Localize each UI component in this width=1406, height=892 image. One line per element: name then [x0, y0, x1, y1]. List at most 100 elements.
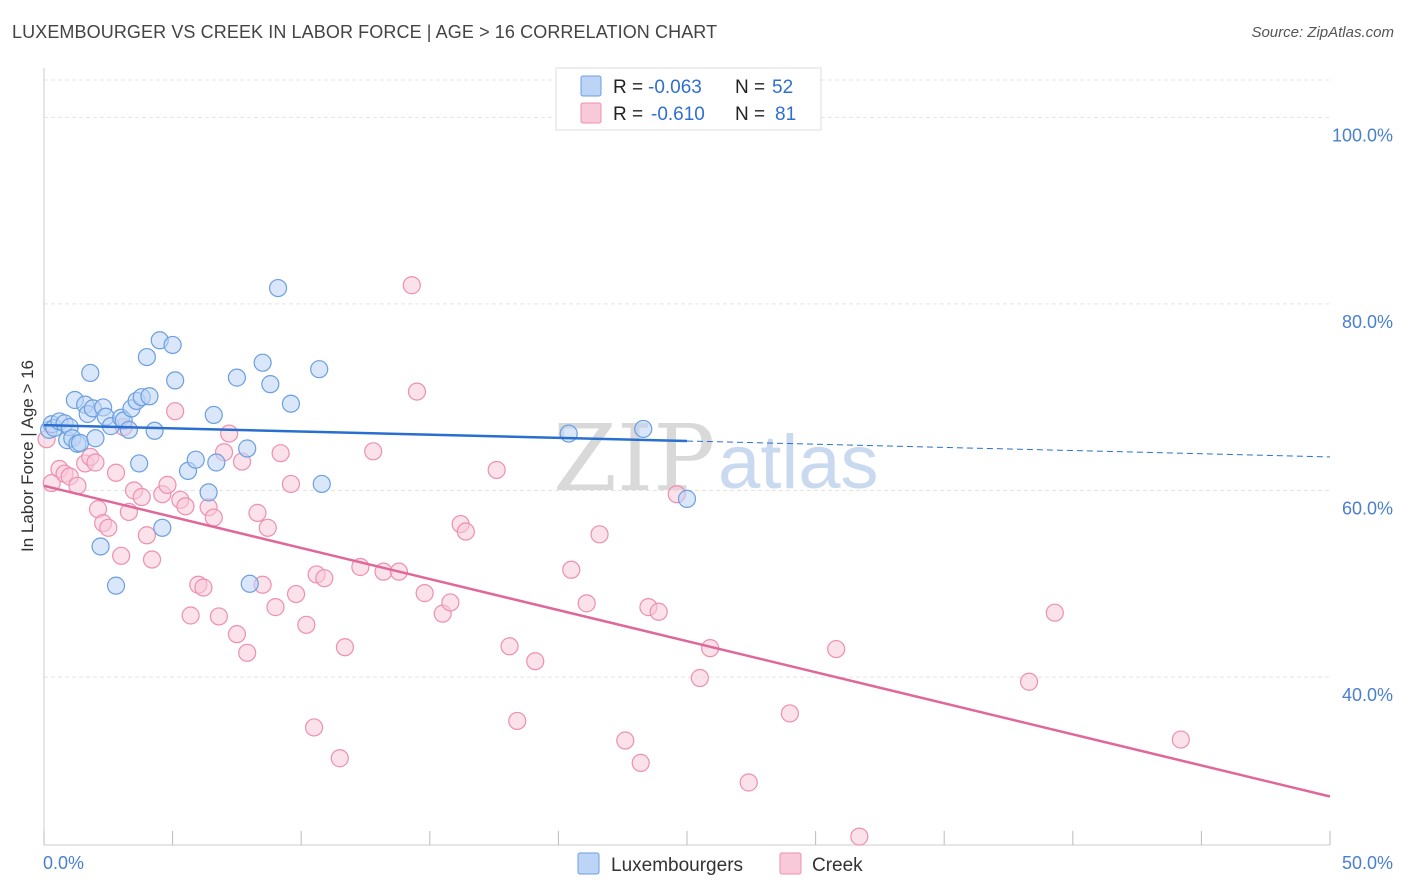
luxembourgers-point [240, 574, 259, 593]
creek-point [315, 569, 334, 588]
series-legend-label-creek: Creek [812, 855, 863, 876]
y-tick-label: 60.0% [1342, 498, 1393, 518]
creek-point [441, 593, 460, 612]
creek-point [176, 497, 195, 516]
luxembourgers-point [86, 429, 105, 448]
luxembourgers-point [204, 405, 223, 425]
luxembourgers-point [166, 371, 185, 390]
creek-point [137, 526, 156, 545]
legend-r-value-creek: -0.610 [651, 104, 705, 125]
legend-r-label-creek: R = [613, 104, 643, 125]
creek-point [132, 487, 151, 507]
luxembourgers-point [140, 387, 159, 406]
creek-point [739, 773, 758, 792]
luxembourgers-point [91, 537, 110, 556]
creek-point [304, 718, 324, 737]
creek-point [577, 594, 596, 613]
creek-point [508, 711, 527, 731]
creek-point [690, 668, 709, 688]
luxembourgers-point [253, 353, 272, 372]
creek-point [181, 606, 200, 625]
creek-point [1171, 730, 1190, 749]
creek-point [194, 578, 213, 597]
luxembourgers-point [634, 419, 653, 439]
luxembourgers-point [227, 368, 246, 387]
luxembourgers-point [163, 335, 182, 355]
luxembourgers-point [137, 347, 156, 367]
creek-point [649, 602, 668, 621]
luxembourgers-point [310, 360, 329, 379]
trend-lines [43, 423, 1331, 798]
creek-point [616, 731, 635, 750]
creek-point [106, 463, 126, 482]
y-tick-label: 40.0% [1342, 685, 1393, 705]
luxembourgers-point [207, 453, 226, 472]
creek-point [258, 518, 277, 537]
luxembourgers-trend-line [43, 423, 688, 443]
creek-point [238, 643, 257, 662]
legend-swatch-creek [580, 102, 602, 124]
luxembourgers-point [238, 439, 257, 458]
creek-point [850, 827, 869, 846]
luxembourgers-trend-extension [686, 440, 1331, 458]
creek-point [158, 475, 177, 494]
creek-point [330, 749, 349, 768]
creek-point [407, 382, 427, 401]
source-label: Source: ZipAtlas.com [1251, 24, 1394, 41]
luxembourgers-point [81, 363, 100, 383]
luxembourgers-point [677, 489, 697, 508]
x-tick-label-min: 0.0% [43, 853, 84, 873]
series-legend-swatch-creek [779, 852, 802, 875]
x-tick-label-max: 50.0% [1342, 853, 1393, 873]
luxembourgers-point [130, 454, 149, 473]
creek-points [37, 276, 1190, 846]
creek-point [364, 442, 383, 461]
creek-point [500, 637, 519, 656]
legend-r-value-luxembourgers: -0.063 [648, 77, 702, 98]
creek-point [204, 508, 223, 527]
creek-point [297, 615, 316, 634]
creek-point [266, 598, 285, 617]
creek-point [142, 550, 162, 569]
y-tick-label: 80.0% [1342, 312, 1393, 332]
luxembourgers-point [199, 483, 218, 502]
y-tick-labels: 40.0% 60.0% 80.0% 100.0% [1332, 125, 1393, 705]
legend-r-label-luxembourgers: R = [613, 77, 643, 98]
creek-point [86, 453, 105, 472]
watermark: ZIP atlas [553, 405, 879, 512]
creek-point [1045, 603, 1064, 622]
luxembourgers-point [153, 518, 172, 537]
luxembourgers-point [186, 450, 205, 469]
luxembourgers-point [119, 420, 138, 439]
creek-point [780, 704, 799, 723]
creek-point [562, 560, 581, 579]
series-legend: Luxembourgers Creek [577, 852, 863, 876]
creek-point [1019, 672, 1039, 691]
luxembourgers-points [40, 278, 697, 595]
creek-point [526, 652, 545, 671]
luxembourgers-point [312, 474, 331, 494]
creek-point [220, 424, 239, 443]
creek-point [112, 546, 131, 565]
creek-point [209, 607, 228, 626]
luxembourgers-point [281, 394, 301, 413]
luxembourgers-point [268, 278, 288, 298]
grid-lines [44, 79, 1330, 678]
legend-n-label-luxembourgers: N = [735, 77, 765, 98]
creek-point [487, 460, 506, 480]
legend-n-label-creek: N = [735, 104, 765, 125]
creek-point [99, 518, 118, 537]
creek-point [402, 276, 421, 295]
luxembourgers-point [559, 424, 578, 443]
axes [43, 68, 1331, 846]
creek-point [248, 503, 267, 522]
series-legend-label-luxembourgers: Luxembourgers [611, 855, 743, 876]
series-legend-swatch-luxembourgers [577, 852, 600, 875]
creek-trend-line [43, 484, 1331, 798]
legend-swatch-luxembourgers [580, 75, 602, 97]
creek-point [281, 474, 301, 494]
y-tick-label: 100.0% [1332, 125, 1393, 145]
creek-point [590, 525, 609, 544]
luxembourgers-point [261, 375, 280, 394]
correlation-legend: R = -0.063 N = 52 R = -0.610 N = 81 [555, 67, 822, 131]
